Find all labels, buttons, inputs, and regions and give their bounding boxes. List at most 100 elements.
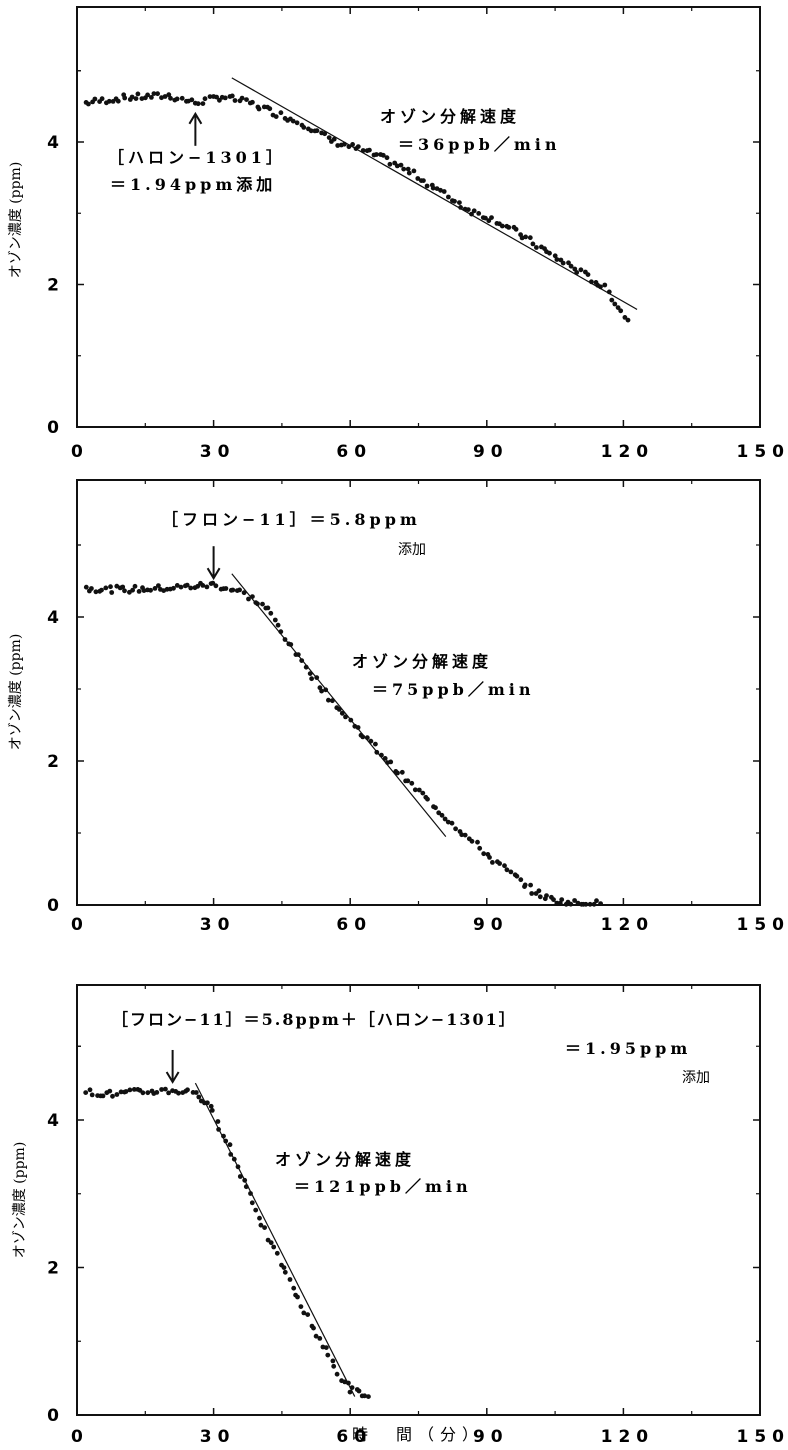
data-point	[449, 820, 455, 826]
data-point	[189, 97, 195, 103]
data-point	[405, 778, 411, 784]
event-annotation-line1: ［フロン−11］＝5.8ppm	[162, 510, 421, 529]
data-point	[477, 845, 483, 851]
data-point	[294, 120, 300, 126]
data-point	[118, 1089, 124, 1095]
data-point	[154, 1090, 160, 1095]
arrow-down-icon	[206, 546, 221, 581]
data-point	[89, 586, 94, 591]
data-point	[258, 1222, 264, 1228]
data-point	[268, 610, 274, 616]
data-point	[322, 131, 328, 137]
data-point	[331, 1363, 337, 1369]
data-point	[133, 96, 139, 101]
data-point	[86, 101, 91, 107]
data-point	[483, 215, 488, 221]
data-point	[399, 769, 405, 775]
data-point	[295, 1294, 300, 1300]
x-tick-label: 120	[601, 1427, 655, 1447]
data-point	[108, 584, 113, 590]
data-point	[583, 901, 589, 907]
data-point	[202, 96, 208, 102]
data-point	[335, 143, 341, 148]
data-point	[308, 128, 314, 134]
data-point	[223, 586, 229, 591]
data-point	[356, 1388, 362, 1394]
rate-annotation-line1: オゾン分解速度	[275, 1150, 415, 1169]
data-point	[382, 756, 388, 761]
data-point	[193, 1090, 199, 1095]
data-point	[115, 98, 121, 104]
data-point	[237, 1174, 243, 1179]
x-tick-label: 90	[473, 915, 509, 935]
data-point	[265, 605, 271, 611]
data-point	[342, 1379, 348, 1385]
data-point	[155, 91, 161, 97]
data-point	[609, 297, 615, 303]
data-point	[523, 234, 528, 240]
data-point	[514, 873, 520, 879]
data-point	[438, 187, 443, 193]
data-point	[83, 584, 89, 590]
x-tick-label: 90	[473, 1427, 509, 1447]
data-point	[271, 1244, 277, 1250]
data-point	[256, 106, 262, 112]
x-tick-label: 60	[336, 1427, 372, 1447]
data-point	[325, 1352, 331, 1358]
event-annotation-line2: 添加	[398, 542, 426, 558]
x-axis-ticks: 0 30 60 90 120 150	[71, 7, 784, 462]
data-point	[602, 282, 608, 288]
y-axis-label: オゾン濃度 (ppm)	[12, 1142, 28, 1259]
data-point	[475, 839, 480, 845]
data-point	[446, 194, 451, 200]
data-point	[412, 787, 418, 793]
data-point	[578, 267, 584, 273]
data-point	[213, 583, 219, 589]
x-tick-label: 30	[200, 442, 236, 462]
data-point	[200, 583, 206, 588]
fit-line	[231, 77, 638, 310]
y-axis-ticks: 0 2 4	[47, 1045, 760, 1426]
data-point	[311, 1325, 316, 1331]
data-point	[140, 1090, 146, 1096]
data-point	[92, 96, 98, 102]
data-point	[309, 676, 314, 682]
data-point	[87, 1087, 93, 1093]
data-point	[471, 208, 477, 214]
x-tick-label: 0	[71, 915, 89, 935]
data-point	[99, 96, 105, 102]
data-point	[103, 585, 109, 591]
x-tick-label: 150	[737, 1427, 788, 1447]
arrow-up-icon	[188, 111, 203, 146]
data-point	[527, 235, 533, 241]
data-point	[572, 266, 578, 272]
data-points	[83, 91, 631, 323]
data-point	[195, 101, 201, 107]
data-point	[469, 838, 475, 844]
plot-frame	[76, 6, 761, 428]
x-tick-label: 150	[737, 915, 788, 935]
data-point	[275, 622, 281, 628]
data-point	[405, 166, 411, 172]
data-point	[136, 589, 142, 594]
data-point	[347, 1389, 353, 1395]
data-point	[559, 897, 565, 902]
x-axis-title: 時 間（分）	[352, 1425, 484, 1444]
data-point	[209, 1108, 215, 1113]
data-point	[489, 215, 494, 221]
data-point	[188, 585, 194, 591]
data-point	[568, 901, 574, 907]
data-point	[122, 588, 127, 594]
data-point	[334, 1371, 340, 1377]
data-point	[262, 1225, 267, 1230]
data-point	[132, 583, 138, 589]
data-point	[229, 93, 235, 99]
data-point	[506, 225, 512, 230]
y-tick-label: 0	[47, 896, 65, 916]
data-point	[554, 257, 560, 262]
data-point	[420, 790, 426, 796]
data-point	[129, 94, 135, 100]
data-point	[100, 1093, 106, 1099]
data-point	[273, 114, 279, 119]
data-point	[200, 101, 206, 106]
